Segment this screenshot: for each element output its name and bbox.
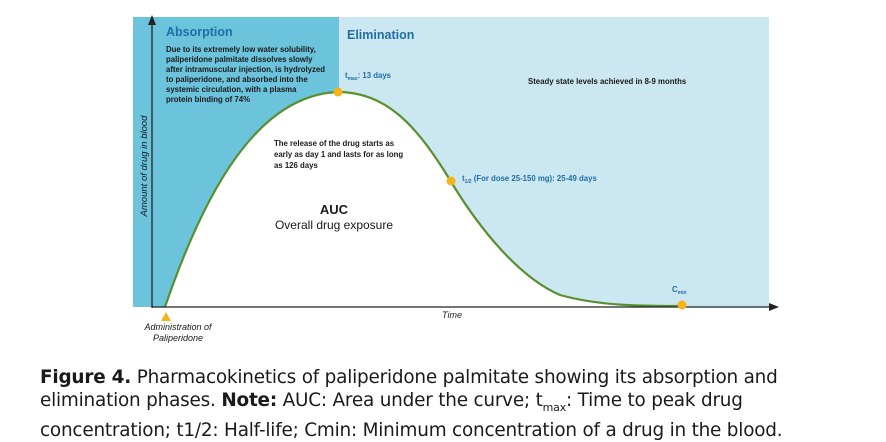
absorption-line: after intramuscular injection, is hydrol… bbox=[166, 65, 325, 74]
absorption-line: Due to its extremely low water solubilit… bbox=[166, 45, 316, 54]
auc-title: AUC bbox=[320, 202, 349, 217]
tmax-subscript: max bbox=[542, 401, 567, 414]
administration-marker bbox=[161, 312, 171, 321]
absorption-line: systemic circulation, with a plasma bbox=[166, 85, 297, 94]
pharmacokinetics-figure: Absorption Elimination Due to its extrem… bbox=[133, 15, 779, 343]
release-line: The release of the drug starts as bbox=[274, 139, 395, 148]
auc-area bbox=[165, 92, 682, 307]
absorption-description: Due to its extremely low water solubilit… bbox=[166, 45, 325, 104]
thalf-marker bbox=[446, 176, 456, 186]
release-line: early as day 1 and lasts for as long bbox=[274, 150, 403, 159]
absorption-line: protein binding of 74% bbox=[166, 95, 250, 104]
figure-caption: Figure 4. Pharmacokinetics of paliperido… bbox=[40, 366, 870, 442]
cmin-marker bbox=[677, 300, 687, 310]
steady-state-text: Steady state levels achieved in 8-9 mont… bbox=[528, 77, 687, 86]
absorption-title: Absorption bbox=[166, 25, 233, 39]
release-line: as 126 days bbox=[274, 161, 318, 170]
caption-text: AUC: Area under the curve; t bbox=[276, 390, 543, 411]
y-axis-arrow bbox=[148, 15, 156, 25]
tmax-label: tmax: 13 days bbox=[345, 71, 392, 82]
caption-text: : Time to peak drug concentration; t1/2:… bbox=[40, 390, 783, 441]
x-axis-arrow bbox=[769, 303, 779, 311]
elimination-title: Elimination bbox=[347, 28, 414, 42]
release-description: The release of the drug starts as early … bbox=[274, 139, 403, 170]
thalf-label: t1/2 (For dose 25-150 mg): 25-49 days bbox=[462, 174, 597, 185]
absorption-line: paliperidone palmitate dissolves slowly bbox=[166, 55, 313, 64]
figure-label: Figure 4. bbox=[40, 367, 132, 388]
note-label: Note: bbox=[221, 390, 277, 411]
cmin-label: Cmin bbox=[672, 285, 687, 296]
auc-subtitle: Overall drug exposure bbox=[275, 218, 393, 232]
absorption-line: to paliperidone, and absorbed into the bbox=[166, 75, 308, 84]
concentration-curve bbox=[163, 90, 683, 308]
administration-label: Paliperidone bbox=[153, 333, 203, 343]
caption-text: Pharmacokinetics of paliperidone palmita… bbox=[40, 367, 778, 411]
x-axis-label: Time bbox=[442, 310, 462, 320]
tmax-marker bbox=[333, 87, 343, 97]
y-axis-label: Amount of drug in blood bbox=[139, 115, 150, 218]
administration-label: Administration of bbox=[143, 322, 213, 332]
